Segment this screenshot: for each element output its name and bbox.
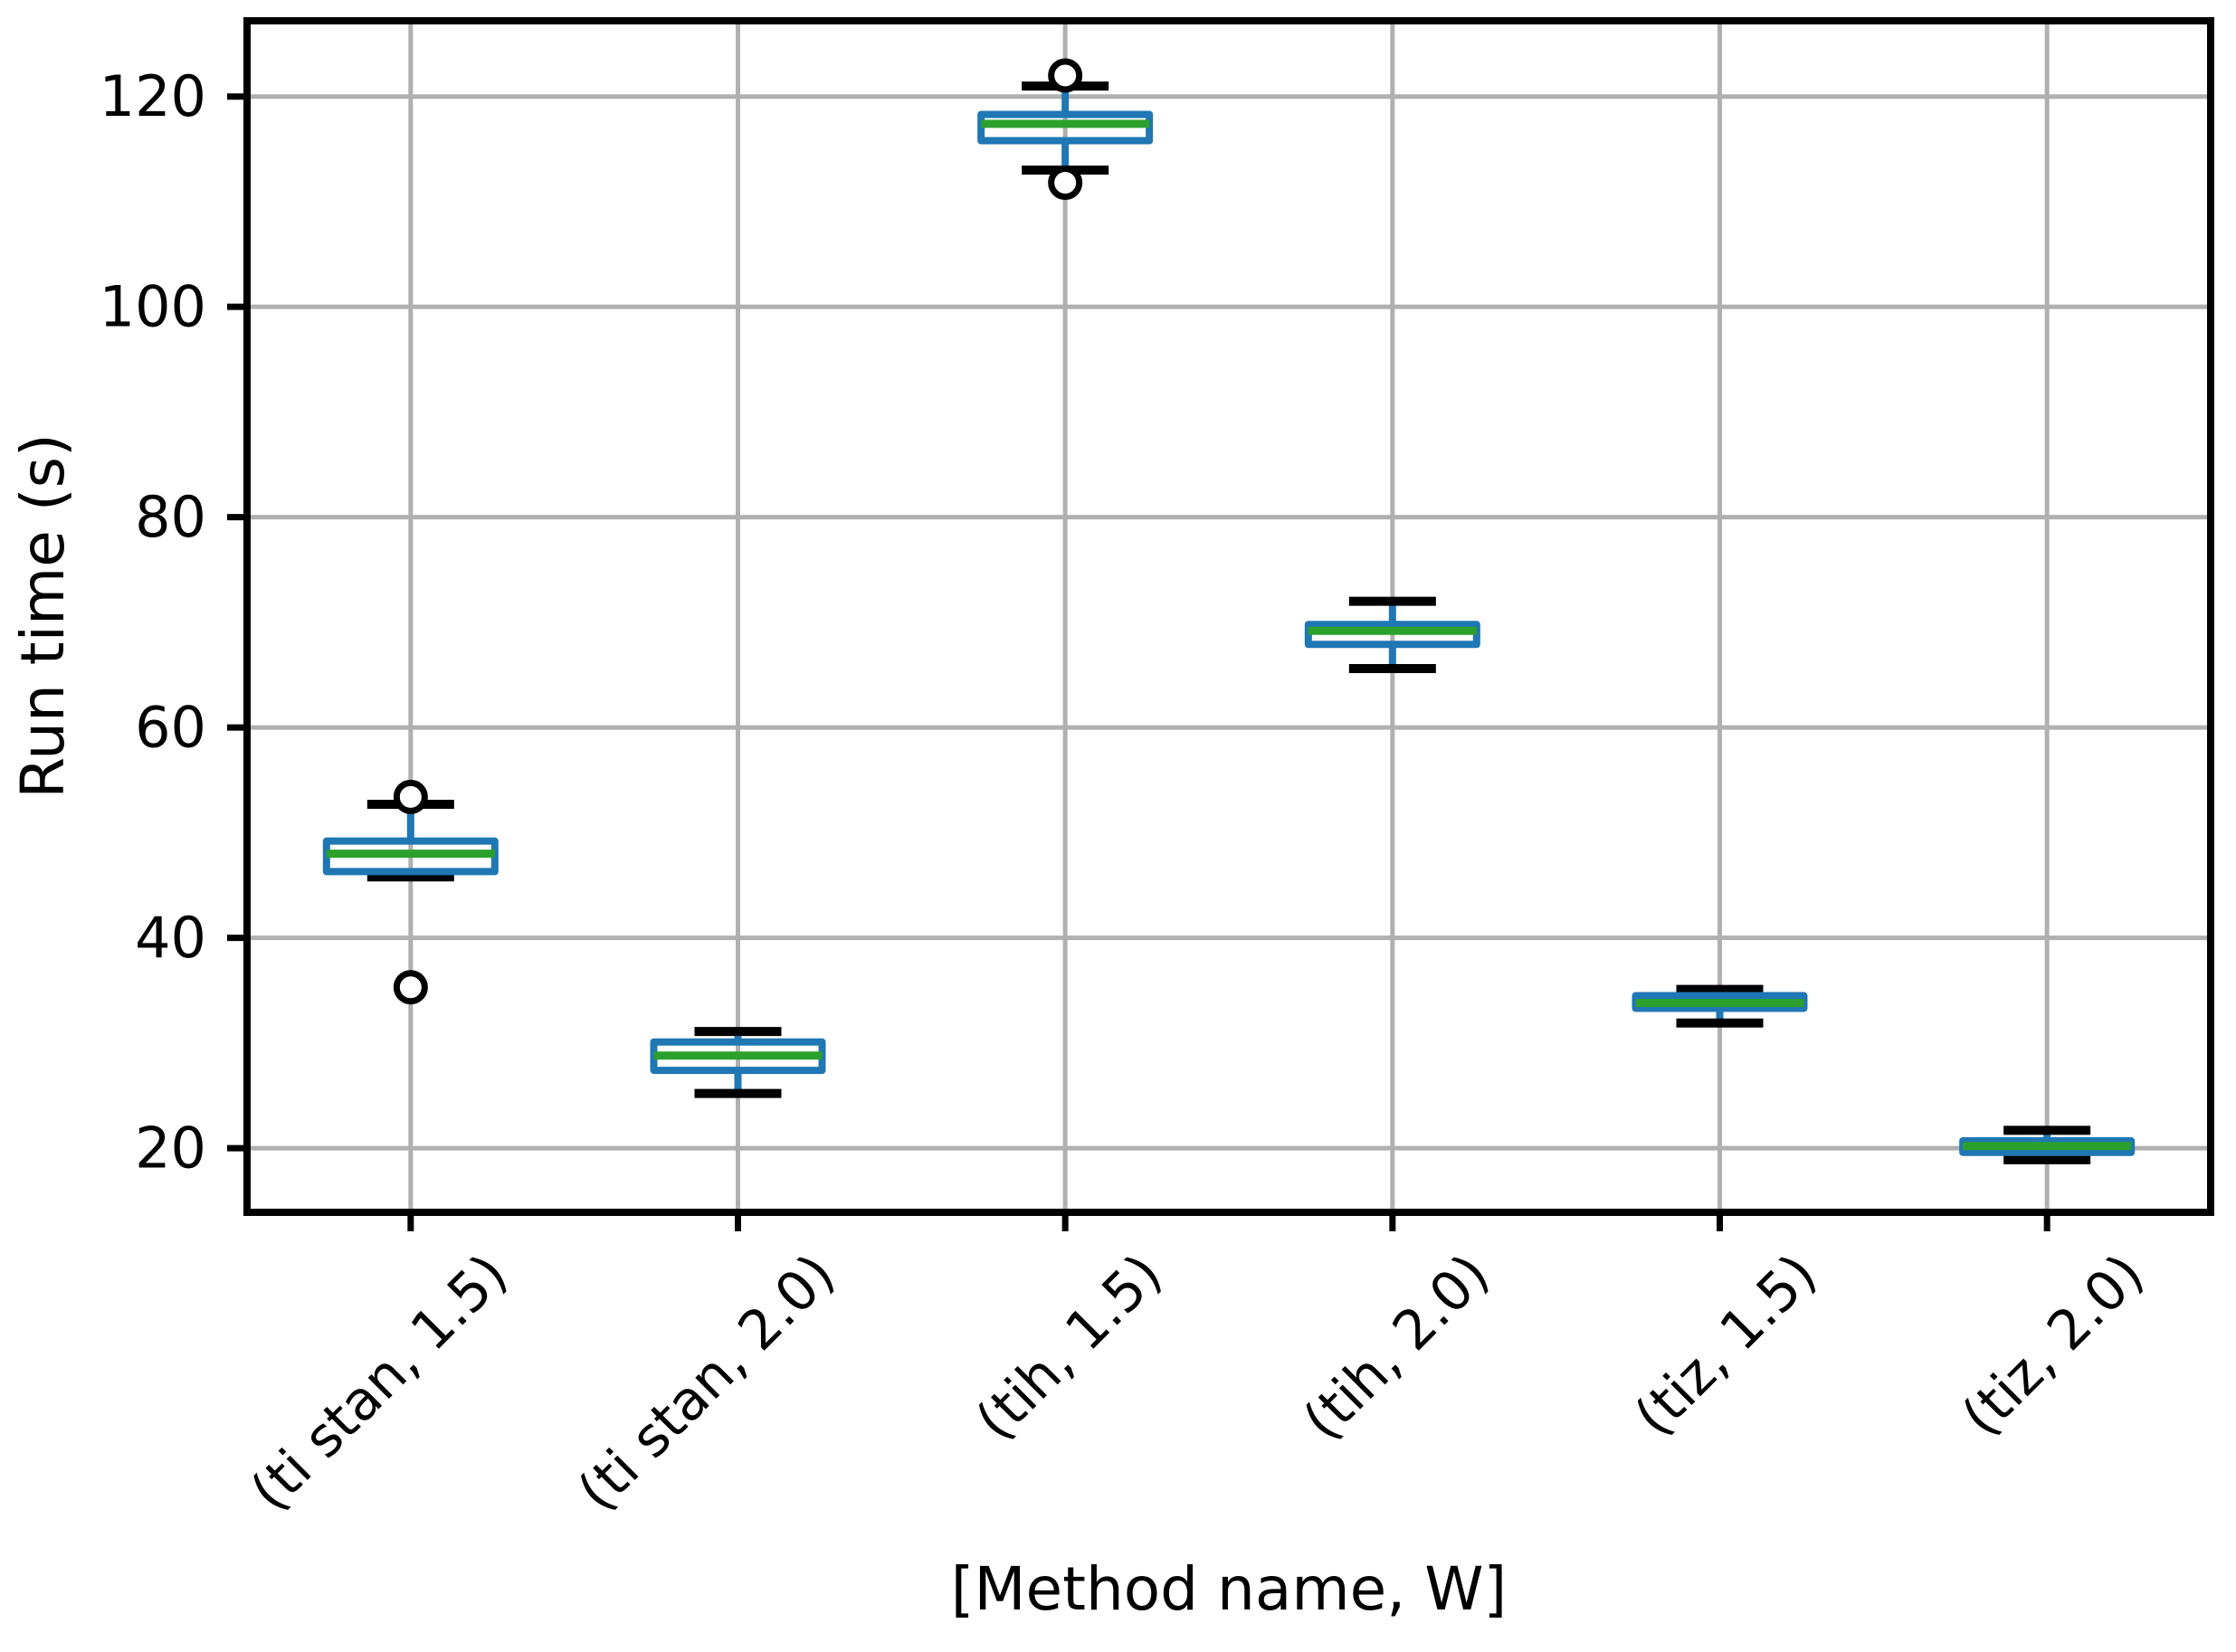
y-tick-label: 80 [135, 484, 206, 550]
y-tick-label: 60 [135, 695, 206, 761]
outlier-point [1048, 166, 1083, 201]
y-tick-label: 120 [100, 63, 206, 129]
x-tick-label: (tih, 1.5) [964, 1242, 1174, 1452]
x-tick-label: (tiz, 1.5) [1622, 1242, 1829, 1448]
x-tick-label: (ti stan, 1.5) [239, 1242, 520, 1524]
x-tick-label: (tih, 2.0) [1291, 1242, 1501, 1452]
outlier-point [1048, 58, 1083, 93]
plot-border [243, 17, 2214, 1216]
y-tick-label: 40 [135, 905, 206, 971]
outlier-point [393, 779, 428, 814]
outlier-point [393, 970, 428, 1005]
x-axis-label: [Method name, W] [950, 1554, 1508, 1624]
y-tick-label: 100 [100, 274, 206, 340]
x-tick-label: (ti stan, 2.0) [566, 1242, 848, 1524]
y-axis-label: Run time (s) [8, 433, 78, 799]
x-tick-label: (tiz, 2.0) [1950, 1242, 2156, 1448]
y-tick-label: 20 [135, 1116, 206, 1182]
